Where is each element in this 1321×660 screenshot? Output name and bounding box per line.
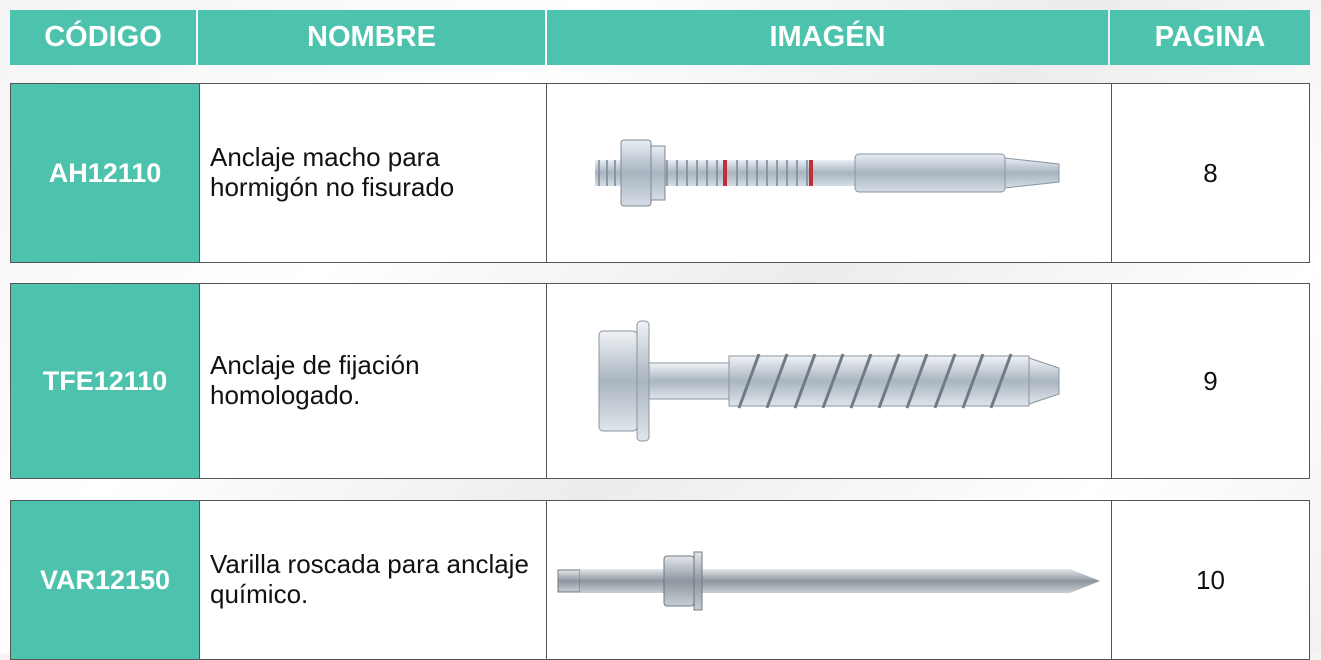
anchor-bolt-image bbox=[595, 139, 1060, 207]
name: Anclaje de fijación homologado. bbox=[199, 284, 546, 478]
header-cell: PAGINA bbox=[1110, 10, 1310, 65]
page-number: 10 bbox=[1111, 501, 1309, 659]
header-cell: IMAGÉN bbox=[547, 10, 1108, 65]
page-number: 8 bbox=[1111, 84, 1309, 262]
screw-anchor-image bbox=[598, 320, 1060, 442]
table-row: VAR12150 Varilla roscada para anclaje qu… bbox=[10, 500, 1310, 660]
image bbox=[546, 501, 1111, 659]
header-cell: CÓDIGO bbox=[10, 10, 196, 65]
name: Anclaje macho para hormigón no fisurado bbox=[199, 84, 546, 262]
header-cell: NOMBRE bbox=[198, 10, 545, 65]
table-row: AH12110 Anclaje macho para hormigón no f… bbox=[10, 83, 1310, 263]
name: Varilla roscada para anclaje químico. bbox=[199, 501, 546, 659]
page-number: 9 bbox=[1111, 284, 1309, 478]
image bbox=[546, 284, 1111, 478]
image bbox=[546, 84, 1111, 262]
threaded-rod-image bbox=[557, 551, 1100, 611]
code: VAR12150 bbox=[11, 501, 199, 659]
table-row: TFE12110 Anclaje de fijación homologado.… bbox=[10, 283, 1310, 479]
code: TFE12110 bbox=[11, 284, 199, 478]
code: AH12110 bbox=[11, 84, 199, 262]
